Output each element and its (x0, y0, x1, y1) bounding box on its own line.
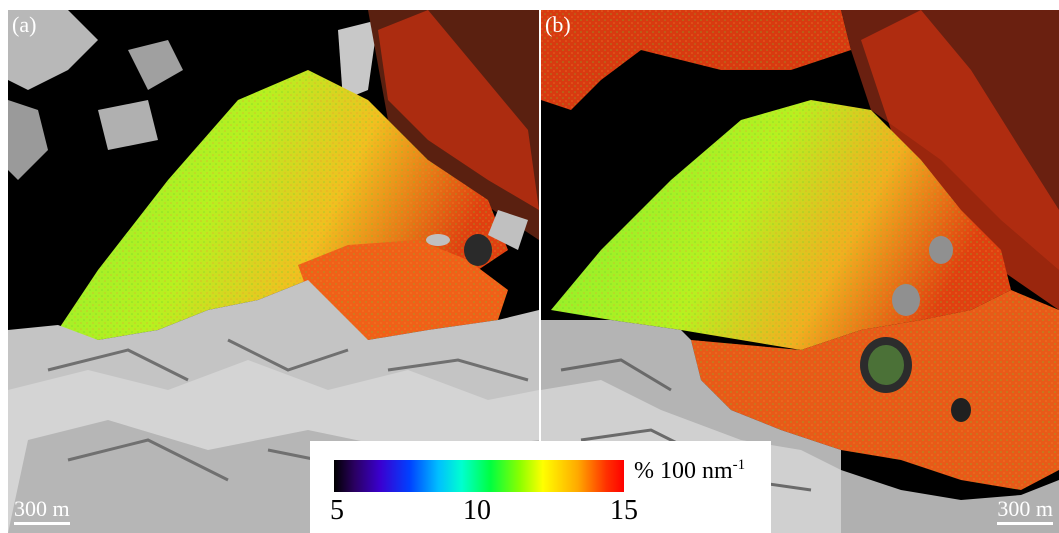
colorbar-gradient (334, 460, 624, 492)
scale-label: 300 m (997, 496, 1053, 521)
colorbar-tick-min: 5 (330, 495, 344, 526)
scale-bar-line (14, 522, 70, 525)
colorbar-unit: % 100 nm-1 (634, 457, 745, 485)
colorbar-legend: % 100 nm-1 5 10 15 (310, 441, 771, 533)
terrain-render-a (8, 10, 539, 533)
panel-a: (a) 300 m (8, 10, 539, 533)
panel-label: (a) (12, 12, 37, 37)
panel-b: (b) 300 m (541, 10, 1059, 533)
colorbar-unit-text: % 100 nm (634, 458, 733, 484)
scale-bar-line (997, 522, 1053, 525)
scale-label: 300 m (14, 496, 70, 521)
terrain-render-b (541, 10, 1059, 533)
colorbar-tick-mid: 10 (463, 495, 491, 526)
colorbar-tick-max: 15 (610, 495, 638, 526)
scale-bar: 300 m (997, 496, 1053, 525)
scale-bar: 300 m (14, 496, 70, 525)
colorbar-unit-exponent: -1 (732, 457, 746, 473)
panel-label: (b) (545, 12, 571, 37)
